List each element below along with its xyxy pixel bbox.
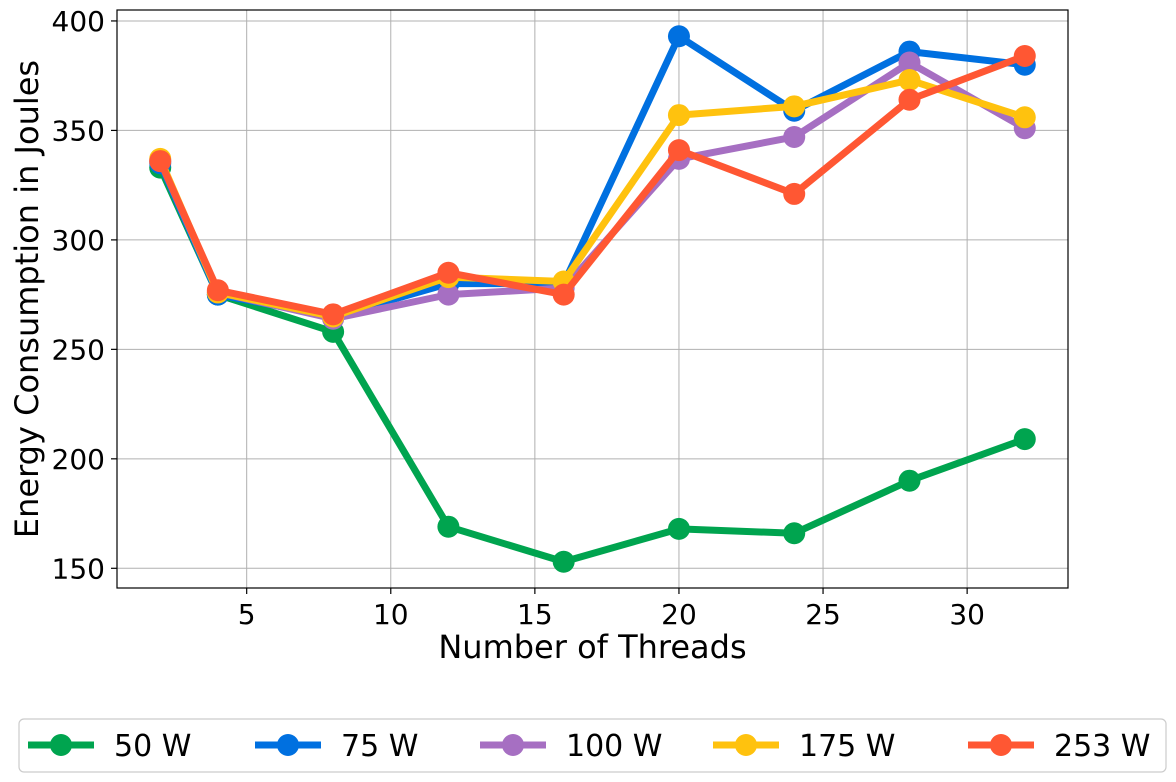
- series-253-w: [149, 44, 1036, 326]
- data-point: [783, 522, 806, 545]
- data-point: [667, 139, 690, 162]
- data-point: [898, 88, 921, 111]
- legend-marker: [735, 734, 757, 756]
- x-tick-label: 5: [238, 598, 256, 631]
- legend-label: 253 W: [1054, 729, 1150, 764]
- data-point: [1013, 106, 1036, 129]
- data-point: [206, 279, 229, 302]
- legend-item: 50 W: [28, 729, 191, 764]
- legend-item: 175 W: [713, 729, 895, 764]
- series-line: [156, 59, 1029, 323]
- data-point: [783, 182, 806, 205]
- data-point: [898, 469, 921, 492]
- data-point: [437, 515, 460, 538]
- y-axis-label: Energy Consumption in Joules: [8, 60, 46, 538]
- series-line: [156, 32, 1029, 321]
- legend-box: [18, 718, 1167, 773]
- legend-label: 100 W: [566, 729, 662, 764]
- data-point: [437, 261, 460, 284]
- y-tick-label: 350: [52, 114, 105, 147]
- legend-marker: [502, 734, 524, 756]
- plot-area: [116, 9, 1069, 589]
- data-point: [667, 25, 690, 48]
- legend-label: 50 W: [114, 729, 191, 764]
- legend-marker: [277, 734, 299, 756]
- series-line: [156, 52, 1029, 318]
- grid-lines: [117, 10, 1068, 588]
- data-point: [322, 303, 345, 326]
- legend-item: 100 W: [480, 729, 662, 764]
- data-point: [552, 283, 575, 306]
- y-tick-label: 150: [52, 552, 105, 585]
- data-point: [667, 104, 690, 127]
- legend-marker: [990, 734, 1012, 756]
- series-group: [149, 25, 1036, 573]
- legend-marker: [50, 734, 72, 756]
- data-point: [437, 283, 460, 306]
- x-tick-label: 10: [373, 598, 409, 631]
- y-tick-label: 250: [52, 333, 105, 366]
- legend: 50 W 75 W 100 W 175 W 253 W: [18, 718, 1167, 773]
- legend-label: 75 W: [341, 729, 418, 764]
- x-tick-label: 15: [517, 598, 553, 631]
- data-point: [898, 51, 921, 74]
- x-tick-label: 25: [805, 598, 841, 631]
- legend-item: 253 W: [968, 729, 1150, 764]
- x-tick-label: 20: [661, 598, 697, 631]
- legend-item: 75 W: [255, 729, 418, 764]
- x-tick-label: 30: [949, 598, 985, 631]
- data-point: [898, 69, 921, 92]
- legend-label: 175 W: [799, 729, 895, 764]
- data-point: [783, 125, 806, 148]
- x-axis-label: Number of Threads: [438, 628, 746, 666]
- data-point: [552, 550, 575, 573]
- data-point: [783, 95, 806, 118]
- data-point: [1013, 428, 1036, 451]
- data-point: [667, 517, 690, 540]
- axis-ticks: 5 10 15 20 25 30 150 200 250 300 350 400: [52, 5, 985, 631]
- y-tick-label: 400: [52, 5, 105, 38]
- data-point: [1013, 44, 1036, 67]
- y-tick-label: 300: [52, 224, 105, 257]
- data-point: [149, 150, 172, 173]
- y-tick-label: 200: [52, 443, 105, 476]
